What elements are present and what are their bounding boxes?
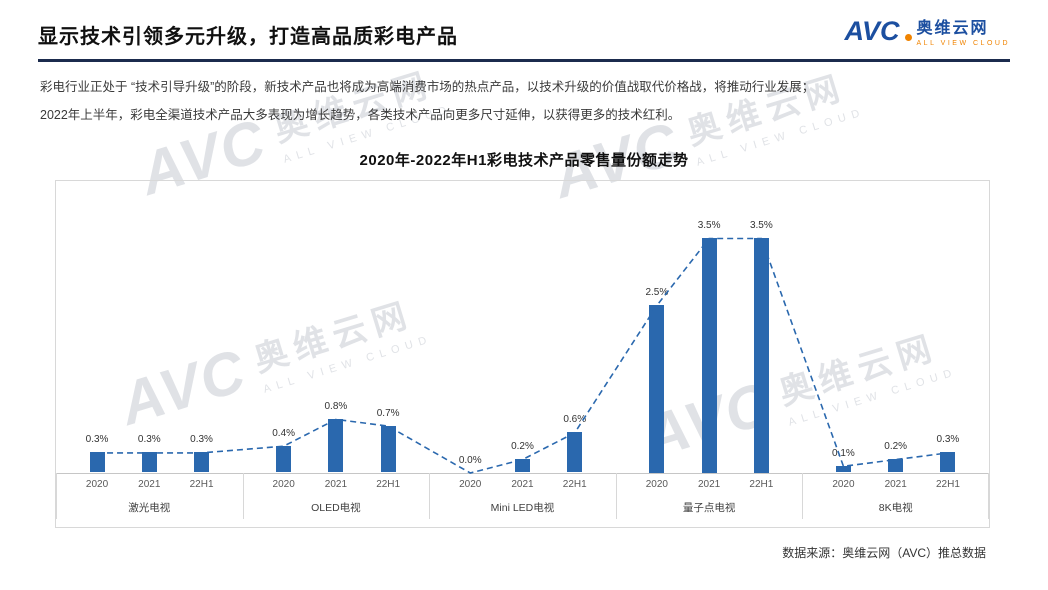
bar	[835, 465, 851, 473]
bar	[649, 305, 665, 473]
bar	[328, 418, 344, 473]
axis-tick-label: 2020	[459, 478, 482, 490]
bar	[194, 452, 210, 473]
chart-section: 2020年-2022年H1彩电技术产品零售量份额走势 激光电视 0.3% 2020 0…	[0, 149, 1048, 528]
bar-value-label: 3.5%	[749, 220, 773, 231]
title-underline	[38, 59, 1010, 62]
bar-value-label: 0.2%	[511, 441, 534, 453]
axis-group-separator	[802, 472, 804, 519]
logo-dot-icon	[904, 34, 912, 41]
bar-value-label: 2.5%	[645, 287, 669, 298]
report-slide: 显示技术引领多元升级，打造高品质彩电产品 AVC 奥维云网 ALL VIEW C…	[0, 0, 1048, 560]
bar	[567, 432, 583, 473]
bar	[940, 452, 956, 473]
bar-value-label: 0.3%	[85, 434, 109, 446]
bar	[89, 452, 105, 473]
intro-line-2: 2022年上半年，彩电全渠道技术产品大多表现为增长趋势，各类技术产品向更多尺寸延…	[40, 107, 681, 122]
axis-tick-label: 22H1	[749, 478, 774, 490]
axis-tick-label: 22H1	[935, 478, 960, 490]
bar-value-label: 3.5%	[697, 220, 721, 231]
axis-tick-label: 2021	[511, 478, 534, 490]
axis-group-separator	[615, 472, 617, 519]
bar	[515, 459, 530, 473]
trend-line	[97, 237, 949, 474]
bar	[380, 425, 396, 473]
bar-value-label: 0.6%	[563, 414, 587, 426]
bar	[701, 238, 717, 473]
header: 显示技术引领多元升级，打造高品质彩电产品 AVC 奥维云网 ALL VIEW C…	[0, 0, 1048, 49]
bar	[276, 445, 292, 473]
axis-group-separator	[988, 472, 989, 519]
chart-title: 2020年-2022年H1彩电技术产品零售量份额走势	[359, 151, 689, 169]
axis-tick-label: 22H1	[376, 478, 401, 490]
intro-line-1: 彩电行业正处于 “技术引导升级”的阶段，新技术产品也将成为高端消费市场的热点产品…	[40, 80, 815, 94]
axis-tick-label: 2021	[697, 478, 721, 490]
axis-group-separator	[429, 472, 431, 519]
axis-tick-label: 22H1	[189, 478, 214, 490]
bar-value-label: 0.7%	[376, 407, 400, 419]
axis-tick-label: 22H1	[562, 478, 587, 490]
bar-value-label: 0.3%	[190, 434, 213, 446]
category-group-label: Mini LED电视	[490, 501, 555, 514]
category-group-label: OLED电视	[311, 501, 361, 514]
logo-text-block: 奥维云网 ALL VIEW CLOUD	[917, 20, 1010, 47]
avc-logo: AVC 奥维云网 ALL VIEW CLOUD	[845, 18, 1011, 47]
bar-value-label: 0.4%	[272, 427, 296, 439]
axis-tick-label: 2020	[645, 478, 668, 490]
bar	[141, 452, 157, 473]
category-group-label: 激光电视	[128, 501, 171, 514]
axis-group-separator	[242, 472, 244, 519]
axis-tick-label: 2021	[324, 478, 348, 490]
category-group-label: 8K电视	[878, 501, 913, 514]
logo-tagline-text: ALL VIEW CLOUD	[916, 39, 1010, 47]
axis-group-separator	[56, 472, 57, 519]
bar-value-label: 0.0%	[458, 454, 482, 466]
bar	[753, 238, 769, 473]
bar-value-label: 0.1%	[832, 447, 855, 459]
bar-value-label: 0.8%	[324, 400, 348, 412]
page-title: 显示技术引领多元升级，打造高品质彩电产品	[38, 26, 458, 48]
logo-brand-text: AVC	[844, 16, 900, 46]
bar-value-label: 0.2%	[884, 441, 908, 453]
axis-baseline	[56, 472, 989, 474]
chart-plot: 激光电视 0.3% 2020 0.3% 2021 0.3% 22H1 OLED电视 0.4% 20…	[55, 179, 990, 528]
bar-value-label: 0.3%	[936, 434, 960, 446]
axis-tick-label: 2021	[138, 478, 161, 490]
data-source: 数据来源：奥维云网（AVC）推总数据	[782, 545, 986, 560]
axis-tick-label: 2021	[884, 478, 907, 490]
bar-value-label: 0.3%	[137, 434, 161, 446]
intro-text: 彩电行业正处于 “技术引导升级”的阶段，新技术产品也将成为高端消费市场的热点产品…	[40, 78, 1008, 125]
axis-tick-label: 2020	[85, 478, 109, 490]
bar	[888, 459, 904, 473]
axis-tick-label: 2020	[272, 478, 295, 490]
category-group-label: 量子点电视	[682, 501, 736, 514]
axis-tick-label: 2020	[832, 478, 855, 490]
logo-name-text: 奥维云网	[916, 20, 989, 37]
